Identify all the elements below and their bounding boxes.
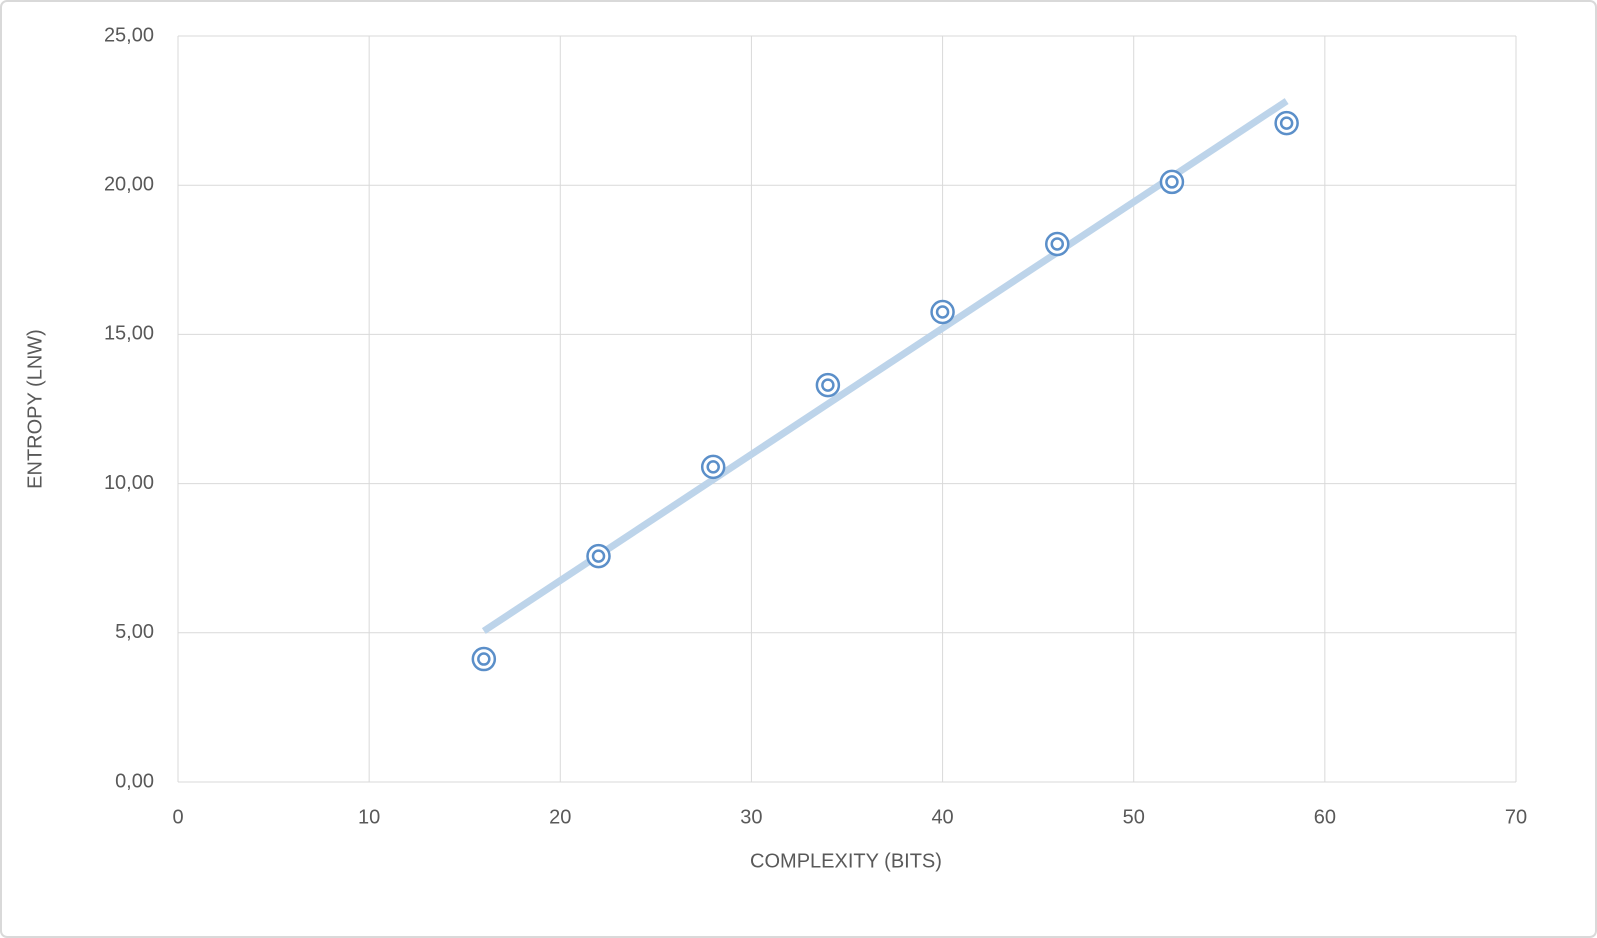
- point-inner: [591, 549, 606, 563]
- y-tick-label: 5,00: [115, 621, 154, 643]
- point-inner: [706, 460, 720, 474]
- point-inner: [1050, 237, 1065, 251]
- point: [700, 454, 726, 480]
- y-tick-label: 15,00: [104, 323, 154, 345]
- point-inner: [1165, 175, 1179, 189]
- x-tick-label: 60: [1314, 806, 1336, 828]
- x-tick-label: 0: [172, 806, 183, 828]
- x-tick-label: 20: [549, 806, 571, 828]
- x-tick-label: 70: [1505, 806, 1527, 828]
- x-tick-label: 40: [931, 806, 953, 828]
- point: [1045, 231, 1070, 257]
- x-axis-label: COMPLEXITY (BITS): [750, 850, 942, 872]
- point-inner: [935, 305, 950, 319]
- point: [1274, 110, 1299, 136]
- x-tick-label: 50: [1123, 806, 1145, 828]
- x-tick-label: 10: [358, 806, 380, 828]
- point-inner: [1279, 116, 1294, 130]
- y-tick-label: 25,00: [104, 24, 154, 46]
- point: [586, 543, 611, 569]
- point: [1159, 169, 1185, 195]
- y-tick-label: 20,00: [104, 173, 154, 195]
- point-inner: [821, 378, 835, 392]
- point: [471, 646, 497, 672]
- point: [930, 299, 955, 325]
- x-tick-label: 30: [740, 806, 762, 828]
- point: [815, 372, 841, 398]
- trendline: [481, 98, 1289, 634]
- y-tick-label: 0,00: [115, 770, 154, 792]
- point-inner: [477, 652, 491, 666]
- y-tick-label: 10,00: [104, 472, 154, 494]
- y-axis-label: ENTROPY (LNW): [24, 329, 46, 489]
